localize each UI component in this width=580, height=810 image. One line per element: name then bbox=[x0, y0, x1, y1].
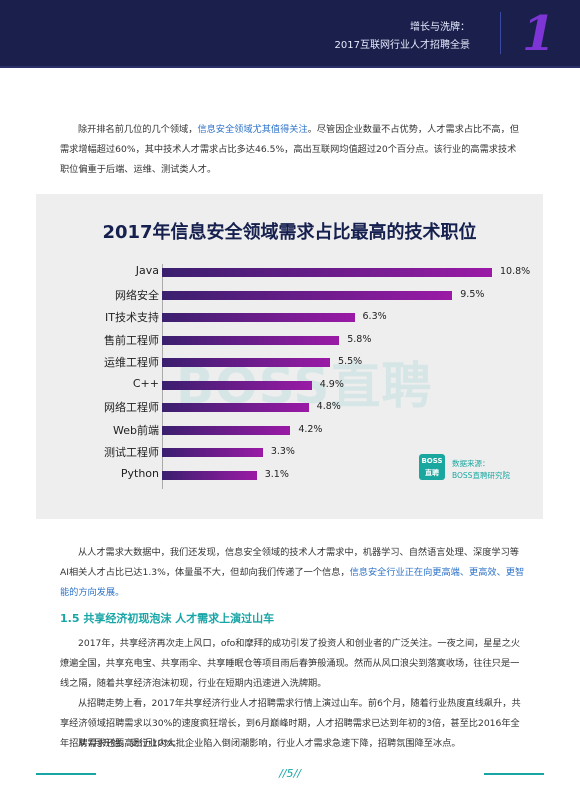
bar bbox=[162, 425, 291, 435]
ai-paragraph: 从人才需求大数据中，我们还发现，信息安全领域的技术人才需求中，机器学习、自然语言… bbox=[60, 543, 525, 603]
sharing-paragraph-3: 从7月开始，受行业内大批企业陷入倒闭潮影响，行业人才需求急速下降，招聘氛围降至冰… bbox=[60, 734, 525, 754]
footer-line-right bbox=[484, 773, 544, 775]
sharing-paragraph-1: 2017年，共享经济再次走上风口，ofo和摩拜的成功引发了投资人和创业者的广泛关… bbox=[60, 634, 525, 694]
logo-line2: 直聘 bbox=[425, 469, 439, 477]
bar bbox=[162, 448, 263, 457]
bar bbox=[162, 380, 312, 390]
bar-label: IT技术支持 bbox=[105, 311, 159, 324]
intro-paragraph: 除开排名前几位的几个领域，信息安全领域尤其值得关注。尽管因企业数量不占优势，人才… bbox=[60, 120, 525, 180]
sharing-paragraph-2: 从招聘走势上看，2017年共享经济行业人才招聘需求行情上演过山车。前6个月，随着… bbox=[60, 694, 525, 754]
bar-label: Python bbox=[120, 466, 159, 480]
bar bbox=[162, 290, 453, 300]
bar bbox=[162, 268, 492, 277]
boss-logo: BOSS 直聘 bbox=[419, 454, 445, 480]
footer-line-left bbox=[36, 773, 96, 775]
bar-value-label: 4.2% bbox=[298, 423, 323, 435]
chapter-number: 1 bbox=[522, 6, 556, 62]
bar-label: 运维工程师 bbox=[104, 356, 159, 369]
ai-text-pre: 从人才需求大数据中，我们还发现，信息安全领域的技术人才需求中，机器学习、自然语言… bbox=[60, 547, 519, 578]
bar-value-label: 6.3% bbox=[362, 311, 387, 322]
chart-title: 2017年信息安全领域需求占比最高的技术职位 bbox=[102, 222, 477, 243]
source-value: BOSS直聘研究院 bbox=[452, 471, 510, 480]
ai-highlight: 信息安全行业正在向更高端、更高效、更智能的方向发展。 bbox=[60, 567, 525, 598]
section-heading: 1.5 共享经济初现泡沫 人才需求上演过山车 bbox=[60, 612, 275, 625]
header-title-line1: 增长与洗牌： bbox=[410, 22, 470, 33]
bar bbox=[162, 358, 331, 367]
intro-text-post: 。尽管因企业数量不占优势，人才需求占比不高，但需求增幅超过60%，其中技术人才需… bbox=[60, 124, 519, 175]
sharing-text-2: 从招聘走势上看，2017年共享经济行业人才招聘需求行情上演过山车。前6个月，随着… bbox=[60, 698, 521, 749]
bar-label: Web前端 bbox=[113, 423, 159, 437]
bar-value-label: 4.9% bbox=[319, 378, 344, 390]
bar-value-label: 3.3% bbox=[270, 446, 295, 457]
bar-value-label: 5.8% bbox=[347, 333, 372, 345]
bar-label: C++ bbox=[132, 376, 159, 390]
bar-label: 网络工程师 bbox=[104, 401, 159, 414]
bar bbox=[162, 313, 355, 322]
bar-label: 网络安全 bbox=[115, 288, 159, 302]
bar-label: Java bbox=[135, 264, 159, 277]
bar-label: 售前工程师 bbox=[104, 333, 159, 347]
source-label: 数据来源： bbox=[452, 459, 490, 468]
bar-value-label: 4.8% bbox=[316, 401, 341, 412]
bar bbox=[162, 403, 309, 412]
page-header-bar: 增长与洗牌： 2017互联网行业人才招聘全景 1 bbox=[0, 0, 580, 68]
header-title-line2: 2017互联网行业人才招聘全景 bbox=[334, 40, 470, 51]
header-divider bbox=[500, 12, 501, 54]
bar bbox=[162, 335, 340, 345]
bar-label: 测试工程师 bbox=[104, 446, 159, 459]
page-number: //5// bbox=[279, 767, 301, 780]
sharing-text-3: 从7月开始，受行业内大批企业陷入倒闭潮影响，行业人才需求急速下降，招聘氛围降至冰… bbox=[78, 738, 461, 749]
bar-value-label: 9.5% bbox=[460, 288, 485, 300]
bar bbox=[162, 470, 257, 480]
bar-value-label: 5.5% bbox=[338, 356, 363, 367]
chart-axis bbox=[162, 264, 163, 489]
intro-highlight: 信息安全领域尤其值得关注 bbox=[197, 124, 308, 135]
sharing-text-1: 2017年，共享经济再次走上风口，ofo和摩拜的成功引发了投资人和创业者的广泛关… bbox=[60, 638, 521, 689]
bar-chart: BOSS 直聘 2017年信息安全领域需求占比最高的技术职位 Java 10.8% 网… bbox=[36, 194, 543, 519]
bar-value-label: 3.1% bbox=[264, 468, 289, 480]
intro-text-pre: 除开排名前几位的几个领域， bbox=[78, 124, 198, 135]
logo-line1: BOSS bbox=[421, 457, 443, 465]
bar-value-label: 10.8% bbox=[500, 266, 531, 277]
